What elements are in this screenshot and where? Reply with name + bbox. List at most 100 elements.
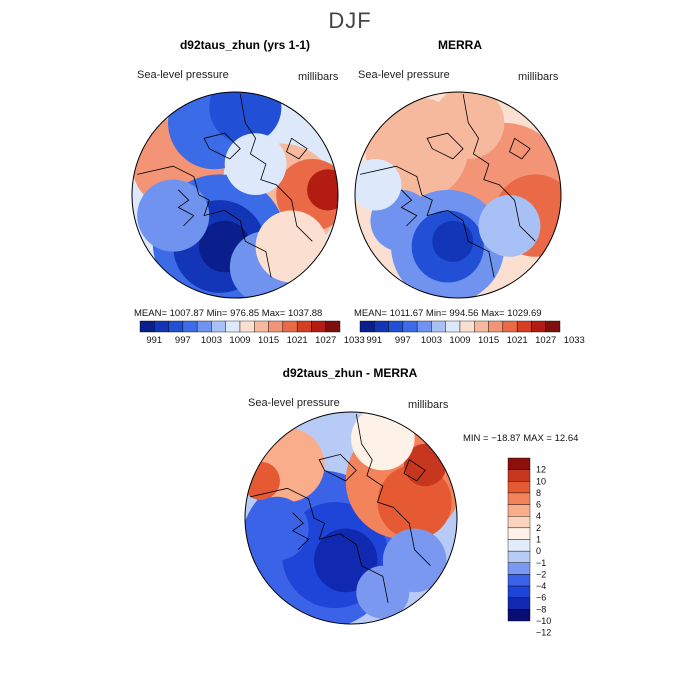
colorbar-swatch bbox=[359, 320, 375, 333]
coastline bbox=[137, 165, 272, 278]
colorbar-tick-label: −10 bbox=[536, 616, 551, 626]
colorbar-tick-label: 1027 bbox=[315, 335, 336, 346]
colorbar-tick-label: −2 bbox=[536, 569, 546, 579]
panel2-units: millibars bbox=[518, 71, 559, 83]
colorbar-swatch bbox=[196, 320, 212, 333]
colorbar-swatch bbox=[488, 320, 504, 333]
colorbar-tick-label: 1033 bbox=[564, 335, 585, 346]
colorbar-swatch bbox=[507, 469, 531, 482]
colorbar-swatch bbox=[507, 585, 531, 598]
coastline bbox=[318, 453, 357, 482]
colorbar-swatch bbox=[507, 550, 531, 563]
colorbar-tick-label: −6 bbox=[536, 593, 546, 603]
contour-fill bbox=[137, 179, 210, 252]
coastline bbox=[250, 487, 389, 603]
colorbar-tick-label: 1009 bbox=[229, 335, 250, 346]
colorbar-swatch bbox=[139, 320, 155, 333]
colorbar-tick-label: −4 bbox=[536, 581, 546, 591]
colorbar-swatch bbox=[507, 492, 531, 505]
contour-fill bbox=[307, 169, 338, 211]
colorbar-1: 991 997 1003 1009 1015 1021 1027 1033 bbox=[139, 320, 365, 346]
panel2-title: MERRA bbox=[438, 38, 482, 52]
contour-fill bbox=[255, 210, 328, 283]
colorbar-swatch bbox=[296, 320, 312, 333]
map-panel-1 bbox=[131, 91, 339, 299]
colorbar-tick-label: 997 bbox=[395, 335, 411, 346]
map-panel-2 bbox=[354, 91, 562, 299]
colorbar-swatch bbox=[168, 320, 184, 333]
coastline bbox=[239, 94, 313, 242]
colorbar-swatch bbox=[416, 320, 432, 333]
colorbar-swatch bbox=[374, 320, 389, 333]
coastline bbox=[177, 189, 195, 227]
coastline bbox=[360, 165, 495, 278]
colorbar-swatch bbox=[182, 320, 198, 333]
panel1-stats: MEAN= 1007.87 Min= 976.85 Max= 1037.88 bbox=[134, 308, 323, 319]
colorbar-tick-label: −12 bbox=[536, 628, 551, 638]
colorbar-tick-label: 1003 bbox=[421, 335, 442, 346]
colorbar-swatch bbox=[211, 320, 226, 333]
colorbar-swatch bbox=[239, 320, 255, 333]
panel3-units: millibars bbox=[408, 399, 449, 411]
coastline bbox=[286, 137, 308, 160]
coastline bbox=[291, 512, 310, 551]
colorbar-tick-label: 8 bbox=[536, 488, 541, 498]
coastline bbox=[403, 459, 426, 482]
colorbar-swatch bbox=[459, 320, 475, 333]
colorbar-swatch bbox=[502, 320, 518, 333]
contour-fill bbox=[209, 92, 282, 144]
coastline bbox=[400, 189, 418, 227]
coastline bbox=[355, 414, 431, 566]
contour-fill bbox=[245, 496, 309, 561]
colorbar-tick-label: 1027 bbox=[535, 335, 556, 346]
colorbar-swatch bbox=[516, 320, 532, 333]
contour-fill bbox=[432, 220, 474, 262]
panel2-variable: Sea-level pressure bbox=[358, 69, 450, 81]
colorbar-swatch bbox=[507, 457, 531, 470]
colorbar-tick-label: 1009 bbox=[449, 335, 470, 346]
colorbar-tick-label: 1021 bbox=[287, 335, 308, 346]
colorbar-tick-label: 991 bbox=[366, 335, 382, 346]
coastline bbox=[203, 132, 241, 160]
panel3-title: d92taus_zhun - MERRA bbox=[282, 366, 418, 380]
season-title: DJF bbox=[328, 8, 372, 33]
colorbar-tick-label: 1021 bbox=[507, 335, 528, 346]
colorbar-tick-label: 2 bbox=[536, 523, 541, 533]
contour-fill bbox=[355, 158, 402, 211]
colorbar-swatch bbox=[507, 539, 531, 552]
colorbar-swatch bbox=[254, 320, 269, 333]
map-border bbox=[354, 91, 562, 299]
colorbar-swatch bbox=[531, 320, 546, 333]
colorbar-swatch bbox=[507, 516, 531, 529]
colorbar-swatch bbox=[507, 609, 531, 622]
colorbar-swatch bbox=[507, 481, 531, 494]
colorbar-tick-label: 1033 bbox=[344, 335, 365, 346]
colorbar-swatch bbox=[268, 320, 284, 333]
colorbar-swatch bbox=[474, 320, 489, 333]
colorbar-tick-label: 12 bbox=[536, 465, 546, 475]
colorbar-swatch bbox=[545, 320, 561, 333]
contour-fill bbox=[478, 195, 541, 257]
colorbar-tick-label: 991 bbox=[146, 335, 162, 346]
colorbar-swatch bbox=[402, 320, 418, 333]
field-layer bbox=[132, 92, 338, 298]
colorbar-tick-label: −1 bbox=[536, 558, 546, 568]
field-layer bbox=[245, 412, 457, 624]
panel3-stats: MIN = −18.87 MAX = 12.64 bbox=[463, 433, 579, 444]
colorbar-swatch bbox=[325, 320, 341, 333]
coastline bbox=[462, 94, 536, 242]
contour-fill bbox=[356, 565, 410, 619]
colorbar-tick-label: 1015 bbox=[478, 335, 499, 346]
coastline bbox=[426, 132, 464, 160]
colorbar-tick-label: 6 bbox=[536, 500, 541, 510]
colorbar-tick-label: 4 bbox=[536, 511, 541, 521]
colorbar-swatch bbox=[431, 320, 446, 333]
colorbar-2: 991 997 1003 1009 1015 1021 1027 1033 bbox=[359, 320, 585, 346]
colorbar-swatch bbox=[507, 527, 531, 540]
colorbar-tick-label: 10 bbox=[536, 476, 546, 486]
colorbar-swatch bbox=[388, 320, 404, 333]
colorbar-tick-label: 1 bbox=[536, 535, 541, 545]
